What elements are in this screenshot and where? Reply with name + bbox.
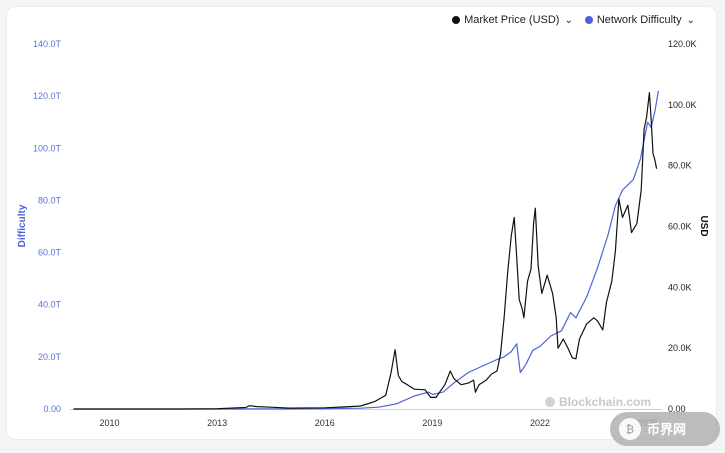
left-tick-label: 80.0T	[38, 195, 62, 205]
right-axis-label: USD	[698, 215, 709, 236]
legend-item-network-difficulty[interactable]: Network Difficulty ⌄	[584, 14, 695, 26]
right-tick-label: 60.0K	[668, 222, 692, 232]
x-tick-label: 2016	[315, 418, 335, 428]
right-tick-label: 40.0K	[668, 282, 692, 292]
x-tick-label: 2010	[99, 418, 119, 428]
badge-text: 币界网	[647, 422, 686, 437]
market-price-line	[73, 92, 658, 410]
right-tick-label: 100.0K	[668, 100, 697, 110]
right-tick-label: 0.00	[668, 404, 686, 414]
right-axis-ticks: 0.00 20.0K 40.0K 60.0K 80.0K 100.0K 120.0K	[668, 39, 697, 414]
blockchain-logo-icon	[545, 397, 555, 407]
watermark: Blockchain.com	[545, 395, 651, 409]
chevron-down-icon[interactable]: ⌄	[686, 14, 695, 26]
left-axis-ticks: 0.00 20.0T 40.0T 60.0T 80.0T 100.0T 120.0T 140.…	[33, 39, 62, 414]
left-tick-label: 40.0T	[38, 300, 62, 310]
left-axis-label: Difficulty	[17, 204, 28, 247]
x-tick-label: 2013	[207, 418, 227, 428]
right-tick-label: 120.0K	[668, 39, 697, 49]
left-tick-label: 100.0T	[33, 143, 62, 153]
legend-item-market-price[interactable]: Market Price (USD) ⌄	[452, 14, 573, 26]
left-tick-label: 120.0T	[33, 91, 62, 101]
x-tick-label: 2019	[422, 418, 442, 428]
coin-logo-icon	[619, 418, 641, 440]
badge-background	[610, 412, 720, 446]
watermark-text: Blockchain.com	[559, 395, 651, 409]
market-price-dot-icon	[452, 16, 461, 24]
chevron-down-icon[interactable]: ⌄	[564, 14, 573, 26]
legend-label-network-difficulty: Network Difficulty	[596, 14, 682, 26]
left-tick-label: 60.0T	[38, 248, 62, 258]
legend-label-market-price: Market Price (USD)	[464, 14, 560, 26]
badge: ₿ 币界网	[610, 412, 720, 446]
x-tick-label: 2022	[530, 418, 550, 428]
network-difficulty-line	[73, 90, 659, 410]
left-tick-label: 140.0T	[33, 39, 62, 49]
right-tick-label: 20.0K	[668, 343, 692, 353]
left-tick-label: 20.0T	[38, 352, 62, 362]
coin-logo-glyph: ₿	[626, 424, 634, 436]
network-difficulty-dot-icon	[584, 16, 593, 24]
x-axis-ticks: 201020132016201920222025	[70, 409, 662, 428]
right-tick-label: 80.0K	[668, 161, 692, 171]
chart-series	[73, 90, 659, 410]
chart-card	[6, 6, 717, 440]
left-tick-label: 0.00	[43, 404, 61, 414]
chart-legend: Market Price (USD) ⌄ Network Difficulty …	[452, 14, 695, 26]
